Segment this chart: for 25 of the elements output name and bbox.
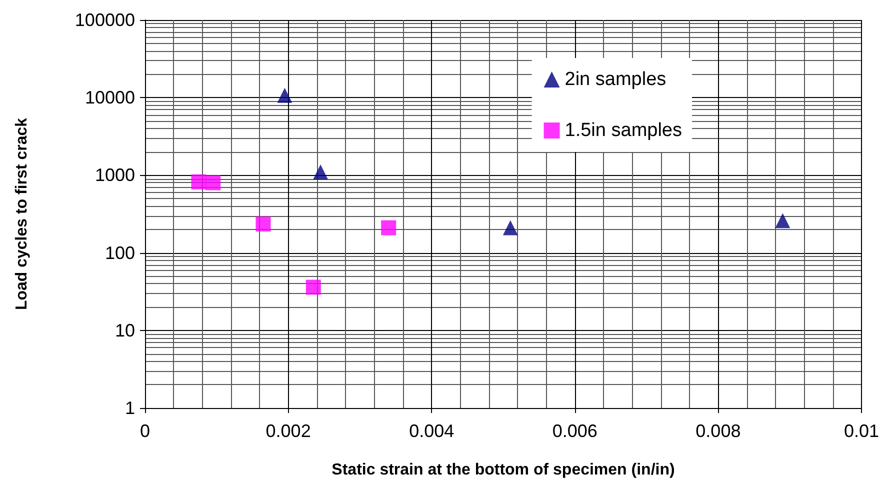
y-tick-label: 1000: [94, 165, 135, 186]
y-tick-label: 1: [124, 398, 135, 418]
point: [381, 220, 396, 236]
y-tick-label: 100: [104, 242, 135, 263]
point: [313, 164, 328, 180]
x-tick-label: 0.002: [266, 421, 311, 441]
y-tick-label: 100000: [74, 10, 135, 30]
x-tick-label: 0.006: [552, 421, 598, 441]
point: [775, 213, 790, 228]
y-axis-title: Load cycles to first crack: [14, 118, 30, 310]
x-tick-label: 0: [140, 421, 150, 441]
y-tick-label: 10000: [84, 88, 135, 108]
x-tick-label: 0.004: [409, 421, 454, 441]
point: [206, 175, 221, 190]
point: [277, 88, 292, 103]
legend-label: 2in samples: [564, 69, 666, 90]
legend-label: 1.5in samples: [564, 120, 682, 141]
point: [256, 216, 271, 232]
x-axis-title: Static strain at the bottom of specimen (in/in): [332, 462, 675, 478]
point: [306, 280, 321, 295]
y-tick-label: 10: [114, 320, 135, 340]
point: [191, 174, 206, 190]
x-tick-label: 0.008: [696, 421, 741, 441]
point: [502, 220, 518, 236]
x-tick-label: 0.01: [844, 421, 880, 441]
